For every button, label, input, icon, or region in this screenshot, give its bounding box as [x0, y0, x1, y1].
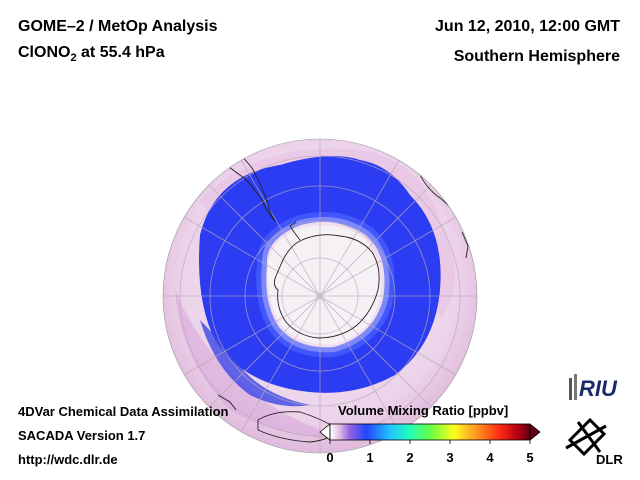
footer-version-label: SACADA Version 1.7 [18, 428, 146, 443]
polar-core [267, 225, 381, 345]
vortex-band [199, 156, 441, 393]
species-suffix: at 55.4 hPa [76, 44, 165, 61]
colorbar-title: Volume Mixing Ratio [ppbv] [338, 403, 509, 418]
colorbar-tick-label: 1 [366, 450, 373, 465]
dlr-logo-mark [565, 417, 607, 457]
colorbar-gradient [329, 423, 531, 441]
colorbar-tick-label: 5 [526, 450, 533, 465]
riu-logo-mark [569, 378, 572, 400]
colorbar-tick-label: 0 [326, 450, 333, 465]
new-zealand-coast [217, 394, 237, 411]
globe-outline [162, 138, 478, 454]
antarctica-coast [273, 221, 380, 339]
dlr-logo-text: DLR [596, 452, 623, 467]
colorbar: 0 1 2 3 4 5 [319, 423, 541, 465]
riu-logo-mark [574, 374, 577, 400]
footer-url-link[interactable]: http://wdc.dlr.de [18, 452, 118, 467]
dlr-logo: DLR [565, 417, 623, 467]
footer-assimilation-label: 4DVar Chemical Data Assimilation [18, 404, 229, 419]
graticule [163, 139, 477, 453]
colorbar-max-arrow [529, 423, 541, 441]
colorbar-tick-label: 4 [486, 450, 494, 465]
species-prefix: ClONO [18, 44, 71, 61]
madagascar-coast [461, 231, 469, 259]
title-line-1: GOME–2 / MetOp Analysis [18, 18, 218, 35]
field-patch [175, 290, 360, 440]
vortex-rim [256, 211, 395, 358]
colorbar-tick-label: 2 [406, 450, 413, 465]
colorbar-min-arrow [319, 423, 331, 441]
datetime-label: Jun 12, 2010, 12:00 GMT [435, 18, 620, 35]
riu-logo: RIU [569, 374, 618, 401]
colorbar-tick-label: 3 [446, 450, 453, 465]
riu-logo-text: RIU [579, 376, 618, 401]
species-subscript: 2 [70, 52, 77, 65]
vortex-tail [200, 320, 310, 407]
colorbar-ticks [329, 440, 531, 444]
region-label: Southern Hemisphere [453, 48, 620, 65]
title-line-2: ClONO2 at 55.4 hPa [18, 44, 165, 64]
